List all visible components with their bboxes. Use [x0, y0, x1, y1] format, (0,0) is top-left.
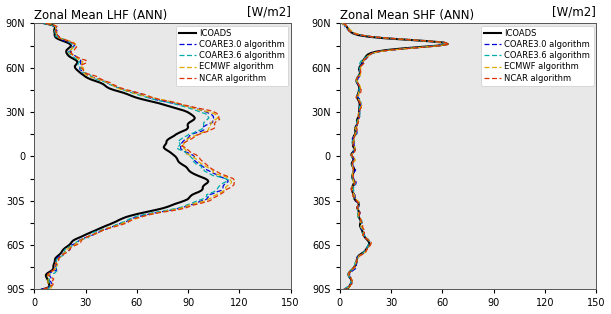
- Line: NCAR algorithm: NCAR algorithm: [42, 23, 235, 290]
- Line: COARE3.0 algorithm: COARE3.0 algorithm: [41, 23, 228, 290]
- Legend: ICOADS, COARE3.0 algorithm, COARE3.6 algorithm, ECMWF algorithm, NCAR algorithm: ICOADS, COARE3.0 algorithm, COARE3.6 alg…: [481, 26, 594, 86]
- ECMWF algorithm: [71, 44, 78, 47]
- NCAR algorithm: [43, 286, 51, 290]
- COARE3.6 algorithm: [349, 150, 356, 154]
- Line: ICOADS: ICOADS: [42, 23, 208, 290]
- COARE3.6 algorithm: [338, 21, 346, 25]
- COARE3.6 algorithm: [40, 288, 48, 291]
- ECMWF algorithm: [181, 150, 189, 154]
- NCAR algorithm: [351, 149, 359, 152]
- ECMWF algorithm: [183, 149, 190, 152]
- ICOADS: [41, 21, 48, 25]
- NCAR algorithm: [82, 62, 89, 65]
- ECMWF algorithm: [349, 150, 357, 154]
- Text: Zonal Mean SHF (ANN): Zonal Mean SHF (ANN): [340, 9, 474, 22]
- NCAR algorithm: [344, 286, 351, 290]
- ECMWF algorithm: [339, 21, 346, 25]
- Line: ICOADS: ICOADS: [343, 23, 448, 290]
- COARE3.0 algorithm: [340, 21, 347, 25]
- NCAR algorithm: [340, 21, 347, 25]
- COARE3.0 algorithm: [180, 149, 187, 152]
- Line: NCAR algorithm: NCAR algorithm: [343, 23, 449, 290]
- NCAR algorithm: [42, 21, 49, 25]
- COARE3.0 algorithm: [349, 150, 357, 154]
- COARE3.0 algorithm: [340, 288, 348, 291]
- Line: COARE3.6 algorithm: COARE3.6 algorithm: [342, 23, 445, 290]
- COARE3.6 algorithm: [340, 288, 347, 291]
- COARE3.0 algorithm: [71, 44, 78, 47]
- NCAR algorithm: [71, 44, 79, 47]
- ICOADS: [349, 150, 357, 154]
- Text: Zonal Mean LHF (ANN): Zonal Mean LHF (ANN): [34, 9, 167, 22]
- Legend: ICOADS, COARE3.0 algorithm, COARE3.6 algorithm, ECMWF algorithm, NCAR algorithm: ICOADS, COARE3.0 algorithm, COARE3.6 alg…: [175, 26, 288, 86]
- Line: ECMWF algorithm: ECMWF algorithm: [44, 23, 232, 290]
- ICOADS: [67, 44, 75, 47]
- NCAR algorithm: [367, 242, 375, 246]
- ECMWF algorithm: [72, 242, 79, 246]
- COARE3.0 algorithm: [434, 44, 441, 47]
- NCAR algorithm: [437, 44, 445, 47]
- ECMWF algorithm: [359, 62, 367, 65]
- COARE3.0 algorithm: [367, 242, 374, 246]
- COARE3.6 algorithm: [75, 62, 82, 65]
- ECMWF algorithm: [367, 242, 375, 246]
- ECMWF algorithm: [436, 44, 444, 47]
- ECMWF algorithm: [43, 21, 50, 25]
- ICOADS: [345, 286, 352, 290]
- COARE3.6 algorithm: [365, 242, 372, 246]
- COARE3.6 algorithm: [356, 62, 364, 65]
- NCAR algorithm: [341, 288, 348, 291]
- ICOADS: [73, 62, 81, 65]
- ICOADS: [435, 44, 442, 47]
- COARE3.6 algorithm: [435, 44, 442, 47]
- ICOADS: [339, 21, 346, 25]
- Line: ECMWF algorithm: ECMWF algorithm: [343, 23, 448, 290]
- ICOADS: [366, 242, 373, 246]
- COARE3.6 algorithm: [178, 149, 186, 152]
- NCAR algorithm: [186, 150, 194, 154]
- Text: [W/m2]: [W/m2]: [552, 5, 596, 18]
- NCAR algorithm: [185, 149, 192, 152]
- COARE3.0 algorithm: [359, 62, 366, 65]
- ICOADS: [341, 288, 348, 291]
- NCAR algorithm: [38, 288, 45, 291]
- ICOADS: [44, 286, 51, 290]
- COARE3.0 algorithm: [42, 21, 49, 25]
- COARE3.6 algorithm: [349, 149, 357, 152]
- COARE3.6 algorithm: [72, 242, 79, 246]
- COARE3.6 algorithm: [45, 286, 53, 290]
- ECMWF algorithm: [341, 288, 348, 291]
- COARE3.0 algorithm: [43, 286, 51, 290]
- Line: COARE3.0 algorithm: COARE3.0 algorithm: [343, 23, 445, 290]
- Line: COARE3.6 algorithm: COARE3.6 algorithm: [44, 23, 229, 290]
- COARE3.0 algorithm: [77, 62, 84, 65]
- ICOADS: [38, 288, 46, 291]
- NCAR algorithm: [75, 242, 82, 246]
- COARE3.0 algorithm: [71, 242, 79, 246]
- ICOADS: [351, 149, 358, 152]
- COARE3.6 algorithm: [40, 21, 48, 25]
- Text: [W/m2]: [W/m2]: [247, 5, 291, 18]
- COARE3.6 algorithm: [181, 150, 189, 154]
- ICOADS: [67, 242, 75, 246]
- ECMWF algorithm: [47, 286, 54, 290]
- ICOADS: [166, 150, 174, 154]
- COARE3.0 algorithm: [343, 286, 350, 290]
- NCAR algorithm: [351, 150, 358, 154]
- NCAR algorithm: [360, 62, 368, 65]
- ECMWF algorithm: [79, 62, 86, 65]
- COARE3.6 algorithm: [70, 44, 78, 47]
- COARE3.6 algorithm: [342, 286, 349, 290]
- ICOADS: [359, 62, 366, 65]
- ECMWF algorithm: [40, 288, 48, 291]
- ECMWF algorithm: [344, 286, 351, 290]
- COARE3.0 algorithm: [351, 149, 358, 152]
- COARE3.0 algorithm: [37, 288, 45, 291]
- ECMWF algorithm: [351, 149, 358, 152]
- ICOADS: [164, 149, 171, 152]
- COARE3.0 algorithm: [182, 150, 189, 154]
